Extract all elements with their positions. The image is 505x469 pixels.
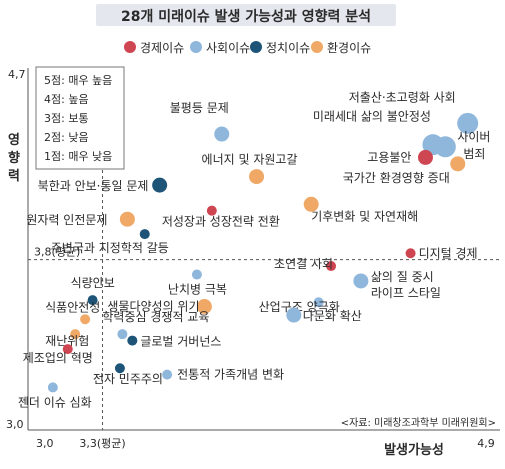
- y-tick-min: 3,0: [6, 418, 24, 431]
- point-label: 학력중심 경쟁적 교육: [102, 310, 209, 324]
- data-point-env: [80, 314, 91, 325]
- scale-item: 1점: 매우 낮음: [44, 150, 112, 163]
- scale-box-frame: [35, 66, 125, 170]
- point-label: 생물다양성의 위기: [107, 299, 199, 313]
- x-tick-avg: 3,3(평균): [79, 437, 125, 450]
- data-point-econ: [417, 149, 433, 165]
- legend-label-econ: 경제이슈: [140, 41, 184, 55]
- data-point-env: [450, 156, 466, 172]
- data-point-politic: [87, 295, 98, 306]
- data-point-env: [119, 211, 135, 227]
- data-point-social: [47, 382, 58, 393]
- point-label: 재난위험: [45, 334, 89, 348]
- data-point-env: [70, 329, 81, 340]
- point-label: 글로벌 거버넌스: [140, 335, 221, 349]
- point-label: 전자 민주주의: [93, 372, 163, 386]
- point-label: 사이버 범죄: [457, 130, 490, 161]
- x-axis-title: 발생가능성: [384, 442, 444, 458]
- point-label: 초연결 사회: [274, 257, 333, 271]
- point-label: 전통적 가족개념 변화: [177, 368, 284, 382]
- data-point-econ: [405, 248, 416, 259]
- data-point-social: [214, 126, 230, 142]
- scale-item: 3점: 보통: [44, 112, 89, 125]
- y-tick-max: 4,7: [8, 68, 26, 81]
- data-point-social: [434, 136, 456, 158]
- y-axis-title-char: 영: [8, 133, 20, 148]
- data-point-politic: [114, 363, 125, 374]
- chart-title: 28개 미래이슈 발생 가능성과 영향력 분석: [121, 8, 371, 25]
- data-point-social: [353, 273, 369, 289]
- point-label: 저성장과 성장전략 전환: [162, 215, 280, 229]
- source-note: <자료: 미래창조과학부 미래위원회>: [341, 416, 496, 429]
- data-point-env: [249, 169, 265, 185]
- point-label: 고용불안: [367, 150, 411, 164]
- y-tick-avg: 3,8(평균): [34, 246, 80, 259]
- point-label: 다문화 확산: [303, 309, 362, 323]
- legend-marker-env: [311, 41, 323, 53]
- point-label: 제조업의 혁명: [23, 351, 93, 365]
- point-label: 불평등 문제: [170, 101, 229, 115]
- data-point-econ: [326, 261, 337, 272]
- point-label: 미래세대 삶의 불안정성: [313, 110, 431, 124]
- legend-label-social: 사회이슈: [206, 41, 250, 55]
- data-point-social: [313, 297, 324, 308]
- point-label: 에너지 및 자원고갈: [202, 153, 298, 167]
- data-point-social: [117, 329, 128, 340]
- y-axis-title-char: 향: [8, 150, 20, 166]
- scale-item: 4점: 높음: [44, 93, 89, 106]
- legend-marker-econ: [124, 41, 136, 53]
- legend: 경제이슈 사회이슈 정치이슈 환경이슈: [124, 41, 371, 55]
- x-tick-min: 3,0: [36, 437, 54, 450]
- legend-marker-social: [190, 41, 202, 53]
- point-label: 주변국과 지정학적 갈등: [51, 241, 169, 255]
- legend-label-politic: 정치이슈: [266, 41, 310, 55]
- data-point-politic: [127, 335, 138, 346]
- title-bar: [96, 4, 396, 26]
- data-point-econ: [62, 344, 73, 355]
- data-point-politic: [152, 177, 168, 193]
- data-point-social: [191, 269, 202, 280]
- x-tick-max: 4,9: [477, 437, 495, 450]
- data-point-env: [303, 196, 319, 212]
- data-point-social: [457, 112, 479, 134]
- point-label: 국가간 환경영향 증대: [343, 171, 450, 185]
- legend-marker-politic: [250, 41, 262, 53]
- legend-label-env: 환경이슈: [327, 41, 371, 55]
- point-label: 산업구조 양극화: [259, 300, 340, 314]
- point-label: 원자력 인전문제: [26, 213, 107, 227]
- data-point-social: [162, 369, 173, 380]
- point-label: 디지털 경제: [419, 246, 478, 260]
- scale-item: 5점: 매우 높음: [44, 74, 112, 87]
- point-label: 젠더 이슈 심화: [18, 395, 92, 409]
- data-point-econ: [206, 205, 217, 216]
- data-point-social: [286, 307, 302, 323]
- y-axis-title-char: 력: [8, 169, 20, 184]
- point-label: 식량안보: [71, 276, 115, 290]
- scale-item: 2점: 낮음: [44, 131, 89, 144]
- data-point-env: [196, 298, 212, 314]
- point-label: 북한과 안보·통일 문제: [38, 179, 149, 193]
- point-label: 기후변화 및 자연재해: [311, 209, 418, 223]
- data-point-politic: [139, 229, 150, 240]
- point-label: 난치병 극복: [168, 283, 227, 297]
- point-label: 저출산·초고령화 사회: [349, 90, 456, 104]
- scale-box: 5점: 매우 높음 4점: 높음 3점: 보통 2점: 낮음 1점: 매우 낮음: [35, 66, 125, 170]
- point-label: 삶의 질 중시 라이프 스타일: [371, 270, 441, 300]
- point-label: 식품안전성: [45, 300, 100, 314]
